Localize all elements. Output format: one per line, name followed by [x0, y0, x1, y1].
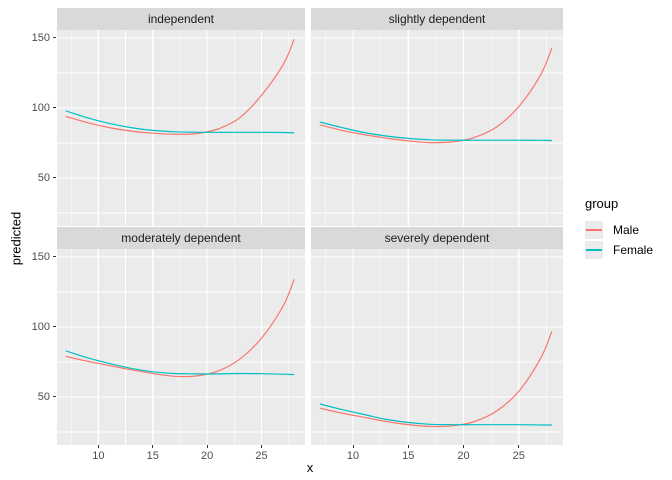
facet-slightly-dependent: slightly dependent [311, 8, 563, 226]
facet-strip-label: moderately dependent [121, 231, 241, 245]
facet-strip: moderately dependent [57, 227, 305, 249]
facet-strip: slightly dependent [311, 8, 563, 30]
x-tick-label: 25 [512, 450, 525, 462]
y-tick-mark [53, 107, 56, 109]
x-tick-mark [260, 445, 262, 448]
facet-strip-label: slightly dependent [388, 12, 486, 26]
y-tick-mark [53, 326, 56, 328]
facet-strip-label: severely dependent [384, 231, 490, 245]
facet-independent: independent [57, 8, 305, 226]
y-axis-title: predicted [8, 211, 24, 266]
y-tick-mark [53, 37, 56, 39]
y-tick-label: 150 [31, 31, 50, 44]
x-tick-mark [518, 445, 520, 448]
series-line-female [319, 403, 552, 426]
facet-strip-label: independent [147, 12, 215, 26]
legend: group Male Female [585, 196, 653, 260]
facet-strip: severely dependent [311, 227, 563, 249]
legend-entry-female: Female [585, 240, 653, 260]
x-tick-mark [152, 445, 154, 448]
x-tick-label: 20 [200, 450, 214, 462]
series-line-male [319, 47, 553, 144]
series-line-male [319, 330, 553, 428]
x-tick-label: 15 [146, 450, 159, 462]
x-tick-label: 15 [402, 450, 415, 462]
legend-label-male: Male [613, 223, 640, 237]
y-tick-label: 50 [37, 390, 50, 403]
y-tick-label: 100 [31, 101, 50, 114]
x-tick-label: 10 [346, 450, 360, 462]
legend-key-male [585, 221, 603, 239]
legend-title: group [585, 196, 619, 211]
y-tick-label: 150 [31, 250, 50, 263]
x-axis-title: x [306, 460, 314, 475]
series-line-female [65, 350, 295, 376]
female-line-swatch [586, 249, 602, 251]
series-line-female [65, 110, 295, 134]
y-tick-label: 100 [31, 320, 50, 333]
facet-panel [57, 249, 305, 445]
legend-label-female: Female [613, 243, 654, 257]
x-tick-mark [206, 445, 208, 448]
x-tick-mark [463, 445, 465, 448]
x-tick-mark [97, 445, 99, 448]
y-tick-mark [53, 256, 56, 258]
facet-strip: independent [57, 8, 305, 30]
facet-panel [311, 30, 563, 226]
x-tick-label: 25 [255, 450, 268, 462]
facet-panel [57, 30, 305, 226]
series-line-male [65, 279, 295, 378]
legend-key-female [585, 241, 603, 259]
y-tick-label: 50 [37, 171, 50, 184]
x-tick-label: 10 [92, 450, 105, 462]
y-tick-mark [53, 396, 56, 398]
x-tick-label: 20 [457, 450, 470, 462]
facet-panel [311, 249, 563, 445]
legend-entry-male: Male [585, 220, 653, 240]
x-tick-mark [407, 445, 409, 448]
facet-moderately-dependent: moderately dependent [57, 227, 305, 445]
y-tick-mark [53, 177, 56, 179]
male-line-swatch [586, 229, 602, 231]
series-line-male [65, 39, 295, 135]
series-line-female [319, 121, 552, 142]
facet-severely-dependent: severely dependent [311, 227, 563, 445]
x-tick-mark [352, 445, 354, 448]
